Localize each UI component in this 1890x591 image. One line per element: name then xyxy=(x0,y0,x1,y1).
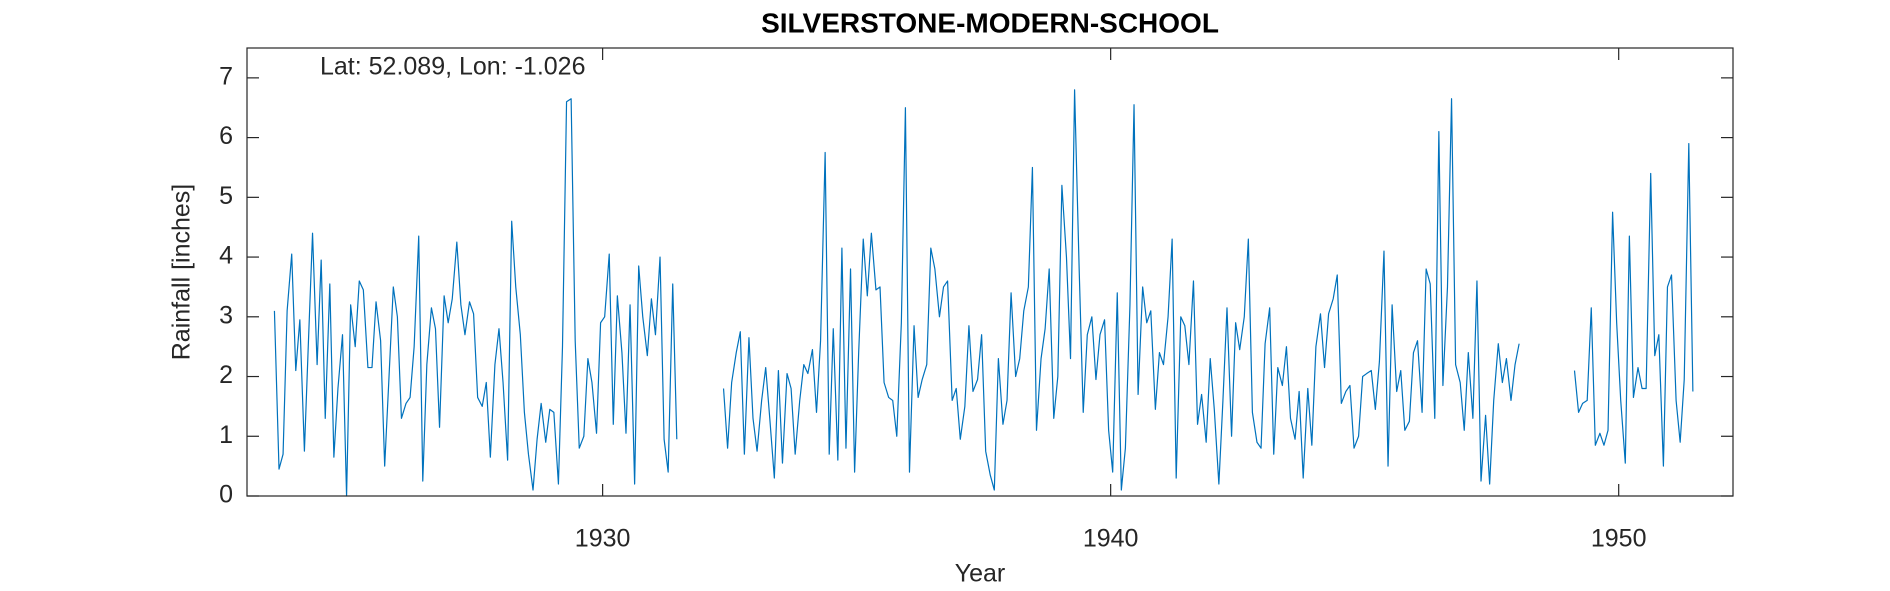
y-tick-label: 6 xyxy=(219,122,233,150)
y-tick-label: 7 xyxy=(219,62,233,90)
y-tick-label: 0 xyxy=(219,481,233,509)
x-tick-label: 1940 xyxy=(1083,525,1139,553)
y-axis-label: Rainfall [inches] xyxy=(168,184,196,360)
x-axis-label: Year xyxy=(955,560,1006,588)
y-tick-label: 1 xyxy=(219,421,233,449)
x-tick-label: 1950 xyxy=(1591,525,1647,553)
rainfall-line xyxy=(273,89,1694,497)
y-tick-label: 2 xyxy=(219,361,233,389)
x-tick-label: 1930 xyxy=(575,525,631,553)
chart-title: SILVERSTONE-MODERN-SCHOOL xyxy=(761,7,1219,38)
plot-frame xyxy=(246,47,1734,497)
annotation: Lat: 52.089, Lon: -1.026 xyxy=(320,53,586,81)
y-tick-label: 4 xyxy=(219,242,233,270)
y-tick-label: 5 xyxy=(219,182,233,210)
y-tick-label: 3 xyxy=(219,301,233,329)
